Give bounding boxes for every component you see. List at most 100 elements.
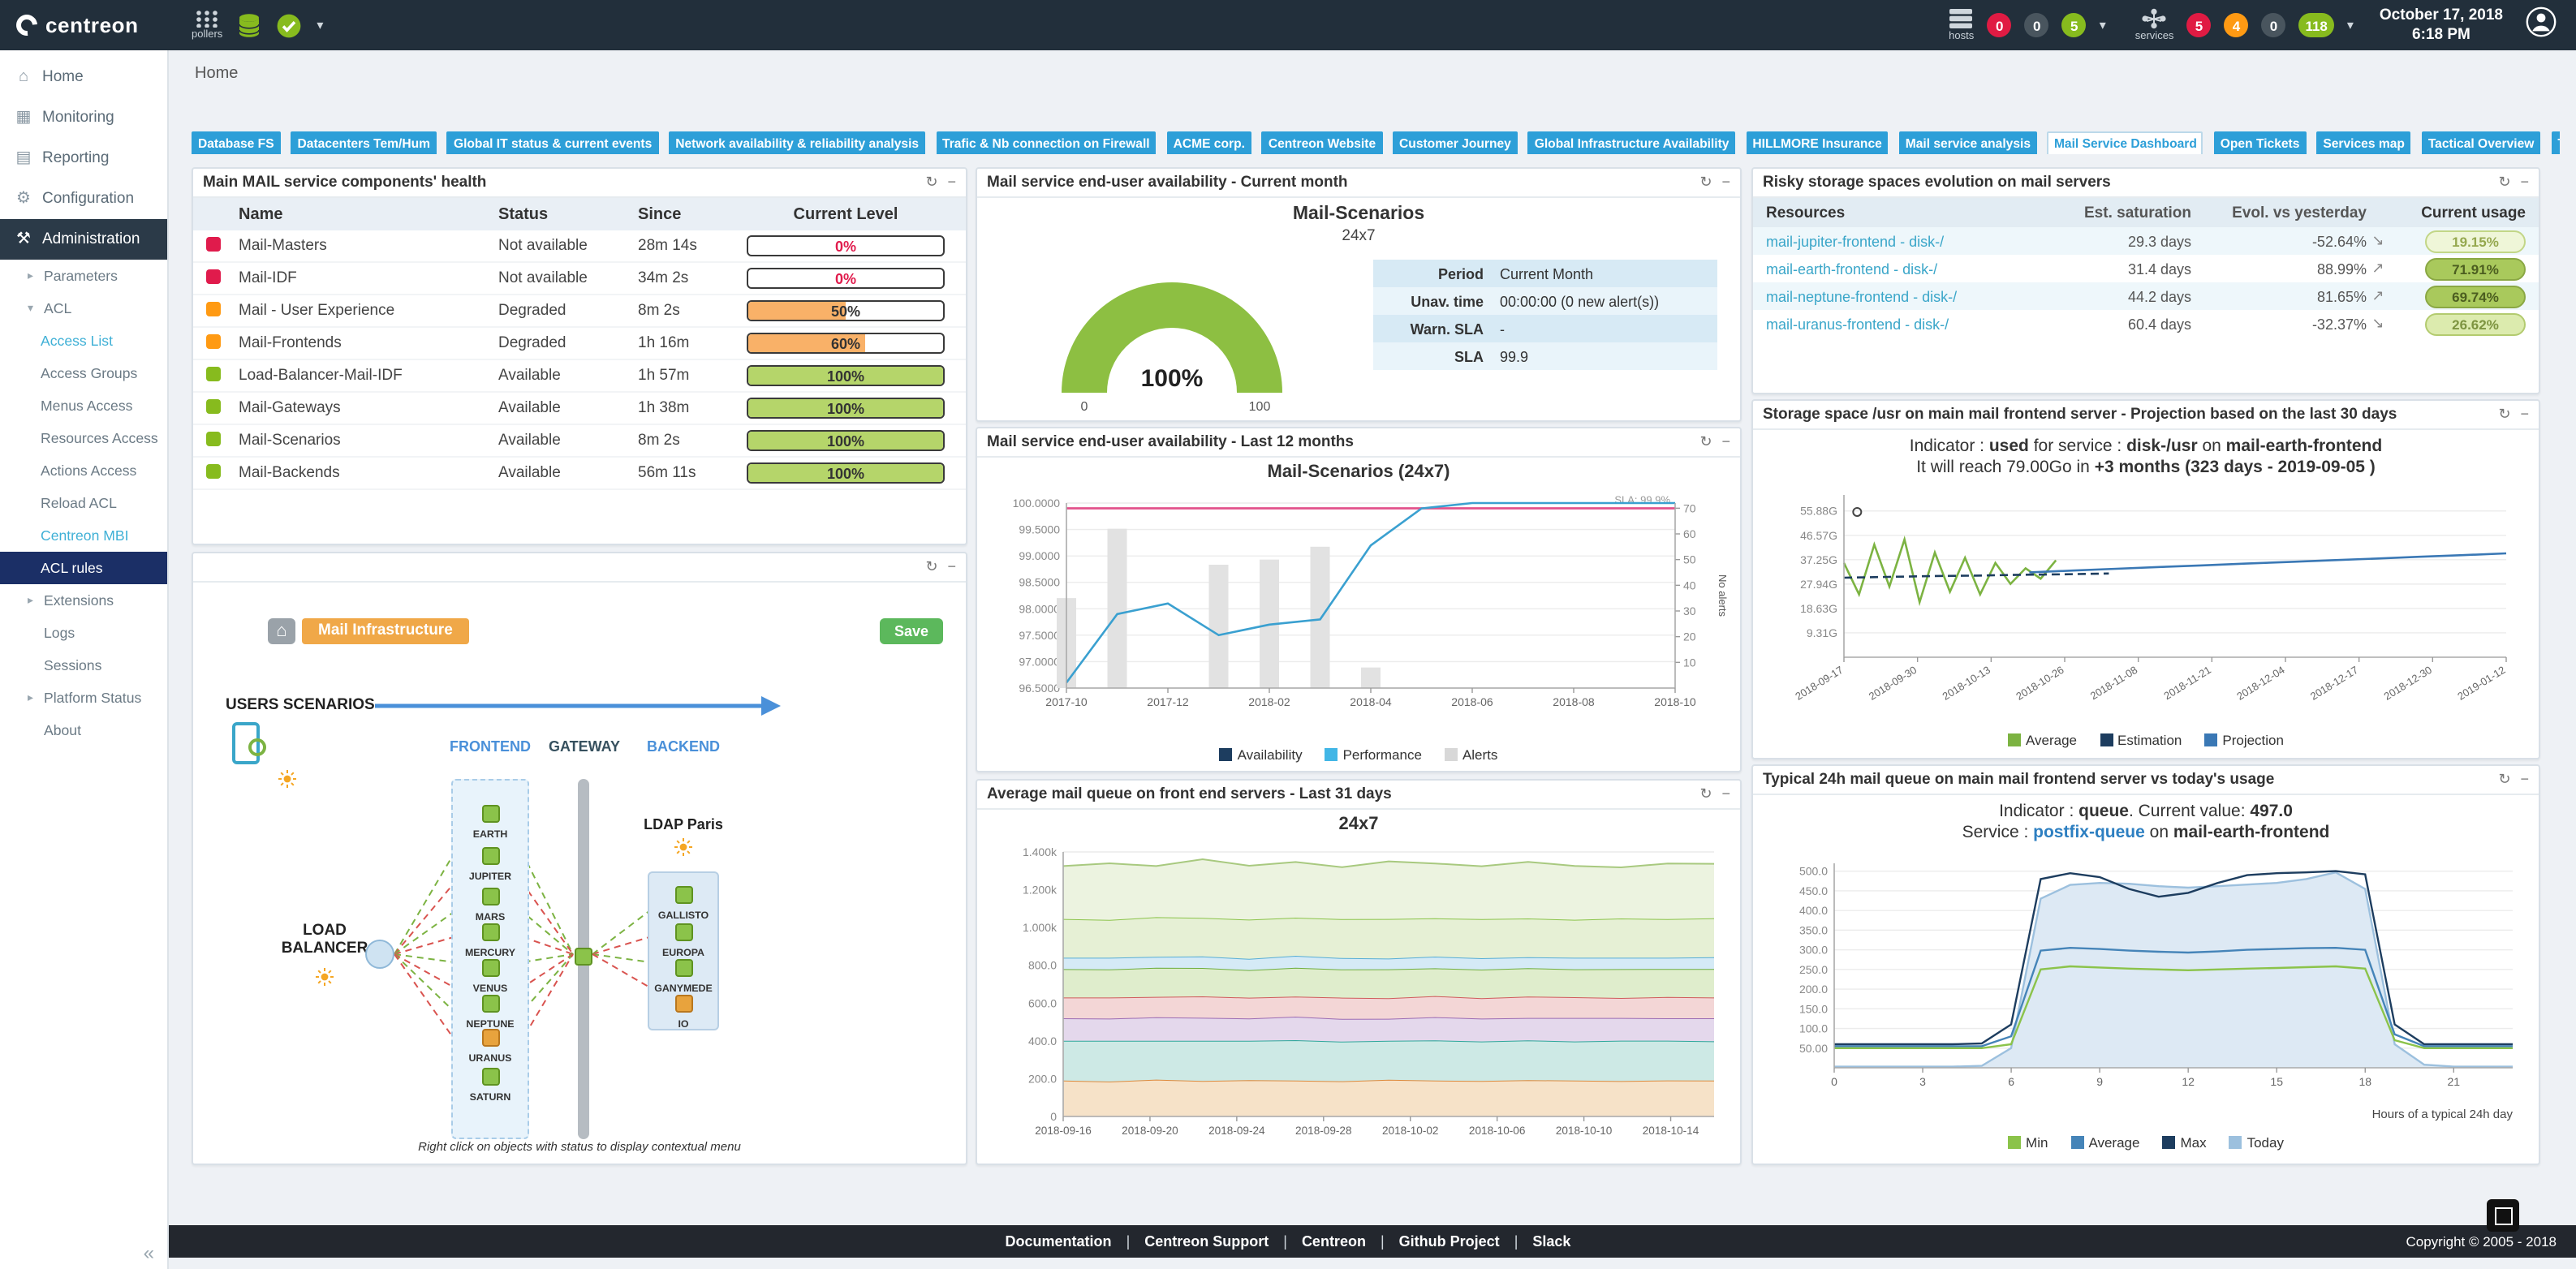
node-ganymede[interactable]: GANYMEDE [644, 956, 722, 996]
sidebar-item-acl-rules[interactable]: ACL rules [0, 552, 167, 584]
node-mercury[interactable]: MERCURY [451, 920, 529, 961]
table-row[interactable]: Mail-ScenariosAvailable8m 2s100% [193, 425, 966, 458]
tab-database-fs[interactable]: Database FS [192, 131, 281, 154]
tab-mail-service-dashboard[interactable]: Mail Service Dashboard [2048, 131, 2203, 154]
node-venus[interactable]: VENUS [451, 956, 529, 996]
table-row[interactable]: Load-Balancer-Mail-IDFAvailable1h 57m100… [193, 360, 966, 393]
table-row[interactable]: mail-jupiter-frontend - disk-/29.3 days-… [1753, 227, 2539, 255]
footer-link-centreon[interactable]: Centreon [1302, 1233, 1366, 1250]
table-row[interactable]: Mail-FrontendsDegraded1h 16m60% [193, 328, 966, 360]
node-mars[interactable]: MARS [451, 884, 529, 925]
services-ok-badge[interactable]: 118 [2298, 13, 2333, 37]
node-io[interactable]: IO [644, 992, 722, 1032]
sidebar-item-home[interactable]: ⌂Home [0, 57, 167, 97]
sidebar-collapse-button[interactable]: « [144, 1241, 154, 1264]
sidebar-item-reporting[interactable]: ▤Reporting [0, 138, 167, 179]
tab-global-infrastructure[interactable]: Global Infrastructure Availability [1528, 131, 1736, 154]
node-jupiter[interactable]: JUPITER [451, 844, 529, 884]
sidebar-item-centreon-mbi[interactable]: Centreon MBI [0, 519, 167, 552]
table-row[interactable]: Mail-MastersNot available28m 14s0% [193, 230, 966, 263]
resource-link[interactable]: mail-neptune-frontend - disk-/ [1766, 288, 2048, 304]
node-saturn[interactable]: SATURN [451, 1065, 529, 1105]
resource-link[interactable]: mail-earth-frontend - disk-/ [1766, 260, 2048, 277]
refresh-icon[interactable]: ↻ [925, 560, 937, 574]
gateway-node[interactable] [544, 944, 622, 974]
refresh-icon[interactable]: ↻ [2498, 407, 2510, 422]
minimize-icon[interactable]: − [1721, 787, 1730, 802]
tab-tactical-overview[interactable]: Tactical Overview [2422, 131, 2541, 154]
sidebar-item-logs[interactable]: Logs [0, 617, 167, 649]
sidebar-item-resources-access[interactable]: Resources Access [0, 422, 167, 454]
table-row[interactable]: mail-uranus-frontend - disk-/60.4 days-3… [1753, 310, 2539, 338]
footer-link-support[interactable]: Centreon Support [1144, 1233, 1269, 1250]
table-row[interactable]: Mail-GatewaysAvailable1h 38m100% [193, 393, 966, 425]
database-icon[interactable] [237, 12, 261, 38]
sidebar-item-reload-acl[interactable]: Reload ACL [0, 487, 167, 519]
minimize-icon[interactable]: − [2520, 407, 2529, 422]
table-row[interactable]: Mail - User ExperienceDegraded8m 2s50% [193, 295, 966, 328]
table-row[interactable]: Mail-IDFNot available34m 2s0% [193, 263, 966, 295]
tab-top-10[interactable]: Top 10 [2551, 131, 2560, 154]
sidebar-item-acl[interactable]: ▾ACL [0, 292, 167, 325]
map-title-badge[interactable]: Mail Infrastructure [302, 618, 469, 644]
tab-centreon-website[interactable]: Centreon Website [1262, 131, 1382, 154]
tab-services-map[interactable]: Services map [2316, 131, 2411, 154]
tab-datacenters[interactable]: Datacenters Tem/Hum [291, 131, 437, 154]
ok-check-icon[interactable] [276, 12, 302, 38]
sidebar-item-actions-access[interactable]: Actions Access [0, 454, 167, 487]
hosts-chevron-down-icon[interactable]: ▾ [2100, 18, 2106, 32]
refresh-icon[interactable]: ↻ [1699, 175, 1712, 190]
pollers-button[interactable]: pollers [192, 10, 222, 41]
footer-link-documentation[interactable]: Documentation [1006, 1233, 1112, 1250]
tab-customer-journey[interactable]: Customer Journey [1393, 131, 1518, 154]
minimize-icon[interactable]: − [1721, 175, 1730, 190]
tab-global-it-status[interactable]: Global IT status & current events [447, 131, 658, 154]
sidebar-item-extensions[interactable]: ▸Extensions [0, 584, 167, 617]
minimize-icon[interactable]: − [2520, 175, 2529, 190]
footer-link-github[interactable]: Github Project [1399, 1233, 1500, 1250]
services-button[interactable]: services [2135, 8, 2174, 43]
brand[interactable]: centreon [0, 13, 169, 37]
node-gallisto[interactable]: GALLISTO [644, 883, 722, 923]
services-unknown-badge[interactable]: 0 [2261, 13, 2285, 37]
sidebar-item-sessions[interactable]: Sessions [0, 649, 167, 682]
node-uranus[interactable]: URANUS [451, 1026, 529, 1066]
fullscreen-window-button[interactable] [2487, 1199, 2519, 1232]
hosts-button[interactable]: hosts [1949, 8, 1975, 43]
table-row[interactable]: mail-earth-frontend - disk-/31.4 days88.… [1753, 255, 2539, 282]
node-earth[interactable]: EARTH [451, 802, 529, 842]
tab-network-availability[interactable]: Network availability & reliability analy… [669, 131, 925, 154]
refresh-icon[interactable]: ↻ [2498, 175, 2510, 190]
sidebar-item-access-list[interactable]: Access List [0, 325, 167, 357]
refresh-icon[interactable]: ↻ [2498, 772, 2510, 787]
refresh-icon[interactable]: ↻ [1699, 435, 1712, 450]
hosts-unreachable-badge[interactable]: 0 [2025, 13, 2049, 37]
tab-mail-service-analysis[interactable]: Mail service analysis [1899, 131, 2037, 154]
footer-link-slack[interactable]: Slack [1532, 1233, 1570, 1250]
sidebar-item-parameters[interactable]: ▸Parameters [0, 260, 167, 292]
services-chevron-down-icon[interactable]: ▾ [2347, 18, 2354, 32]
resource-link[interactable]: mail-jupiter-frontend - disk-/ [1766, 233, 2048, 249]
sidebar-item-about[interactable]: About [0, 714, 167, 746]
sidebar-item-administration[interactable]: ⚒Administration [0, 219, 167, 260]
breadcrumb[interactable]: Home [195, 65, 238, 83]
services-critical-badge[interactable]: 5 [2186, 13, 2211, 37]
tab-acme-corp[interactable]: ACME corp. [1167, 131, 1251, 154]
node-europa[interactable]: EUROPA [644, 920, 722, 961]
refresh-icon[interactable]: ↻ [925, 175, 937, 190]
sidebar-item-access-groups[interactable]: Access Groups [0, 357, 167, 389]
tab-hillmore-insurance[interactable]: HILLMORE Insurance [1746, 131, 1888, 154]
sidebar-item-monitoring[interactable]: ▦Monitoring [0, 97, 167, 138]
resource-link[interactable]: mail-uranus-frontend - disk-/ [1766, 316, 2048, 332]
sidebar-item-platform-status[interactable]: ▸Platform Status [0, 682, 167, 714]
sidebar-item-menus-access[interactable]: Menus Access [0, 389, 167, 422]
tab-trafic-firewall[interactable]: Trafic & Nb connection on Firewall [936, 131, 1157, 154]
minimize-icon[interactable]: − [947, 560, 956, 574]
user-menu-button[interactable] [2526, 6, 2557, 45]
table-row[interactable]: Mail-BackendsAvailable56m 11s100% [193, 458, 966, 490]
services-warning-badge[interactable]: 4 [2224, 13, 2248, 37]
hosts-up-badge[interactable]: 5 [2062, 13, 2087, 37]
load-balancer-node[interactable] [365, 940, 394, 969]
table-row[interactable]: mail-neptune-frontend - disk-/44.2 days8… [1753, 282, 2539, 310]
pollers-chevron-down-icon[interactable]: ▾ [317, 18, 323, 32]
